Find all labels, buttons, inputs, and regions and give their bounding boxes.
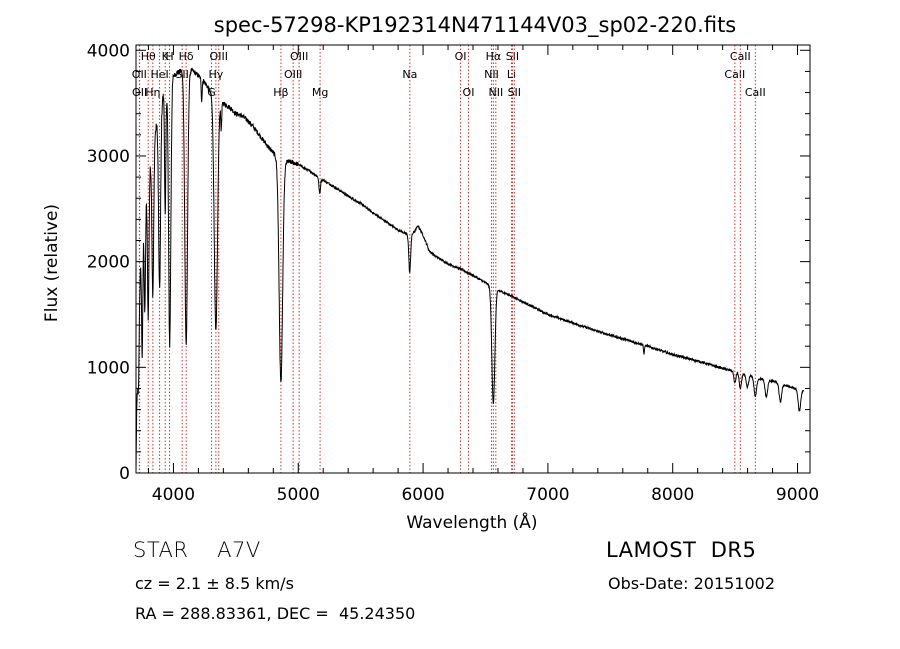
line-marker-label: HeI: [150, 68, 168, 81]
line-marker-label: NII: [484, 68, 499, 81]
line-marker-label: OIII: [210, 50, 228, 63]
y-tick-label: 2000: [87, 253, 130, 273]
line-marker-label: Na: [402, 68, 417, 81]
line-marker-label: Hδ: [179, 50, 194, 63]
line-marker-label: CaII: [724, 68, 745, 81]
x-tick-label: 5000: [277, 485, 320, 505]
axes: 4000 5000 6000 7000 8000 9000 0 1000 2000 3000 400…: [87, 41, 819, 505]
object-class-label: STAR A7V: [133, 538, 261, 562]
y-axis-label: Flux (relative): [42, 204, 62, 322]
line-marker-label: OIII: [284, 68, 302, 81]
line-marker-label: OIII: [290, 50, 308, 63]
redshift-label: cz = 2.1 ± 8.5 km/s: [135, 574, 294, 593]
line-marker-label: NII: [488, 86, 503, 99]
x-tick-label: 7000: [526, 485, 569, 505]
line-markers: HθOIIOIIHηHeIKHSIIHδGOIIIHγHβOIIIOIIIMgN…: [132, 45, 766, 473]
line-marker-label: SII: [506, 50, 519, 63]
line-marker-label: H: [165, 50, 173, 63]
survey-label: LAMOST DR5: [606, 538, 757, 562]
y-tick-label: 0: [119, 464, 130, 484]
x-tick-label: 6000: [401, 485, 444, 505]
y-tick-label: 4000: [87, 41, 130, 61]
y-tick-label: 3000: [87, 147, 130, 167]
x-tick-label: 9000: [776, 485, 819, 505]
line-marker-label: Li: [507, 68, 516, 81]
line-marker-label: G: [207, 86, 216, 99]
chart-title: spec-57298-KP192314N471144V03_sp02-220.f…: [214, 13, 737, 38]
spectrum-line: [135, 67, 805, 472]
line-marker-label: Hθ: [141, 50, 156, 63]
line-marker-label: Hγ: [208, 68, 223, 81]
line-marker-label: K: [162, 50, 170, 63]
y-tick-label: 1000: [87, 358, 130, 378]
line-marker-label: SII: [508, 86, 521, 99]
coordinates-label: RA = 288.83361, DEC = 45.24350: [135, 604, 416, 623]
line-marker-label: Hα: [486, 50, 502, 63]
obs-date-label: Obs-Date: 20151002: [608, 574, 776, 593]
spectrum-layer: [135, 67, 805, 472]
plot-frame: [135, 44, 811, 474]
line-marker-label: CaII: [745, 86, 766, 99]
line-marker-label: CaII: [730, 50, 751, 63]
line-marker-label: OI: [455, 50, 467, 63]
x-tick-label: 4000: [152, 485, 195, 505]
line-marker-label: Mg: [312, 86, 328, 99]
x-axis-label: Wavelength (Å): [406, 511, 537, 533]
line-marker-label: Hη: [145, 86, 160, 99]
line-marker-label: OI: [463, 86, 475, 99]
line-marker-label: Hβ: [273, 86, 288, 99]
x-tick-label: 8000: [651, 485, 694, 505]
